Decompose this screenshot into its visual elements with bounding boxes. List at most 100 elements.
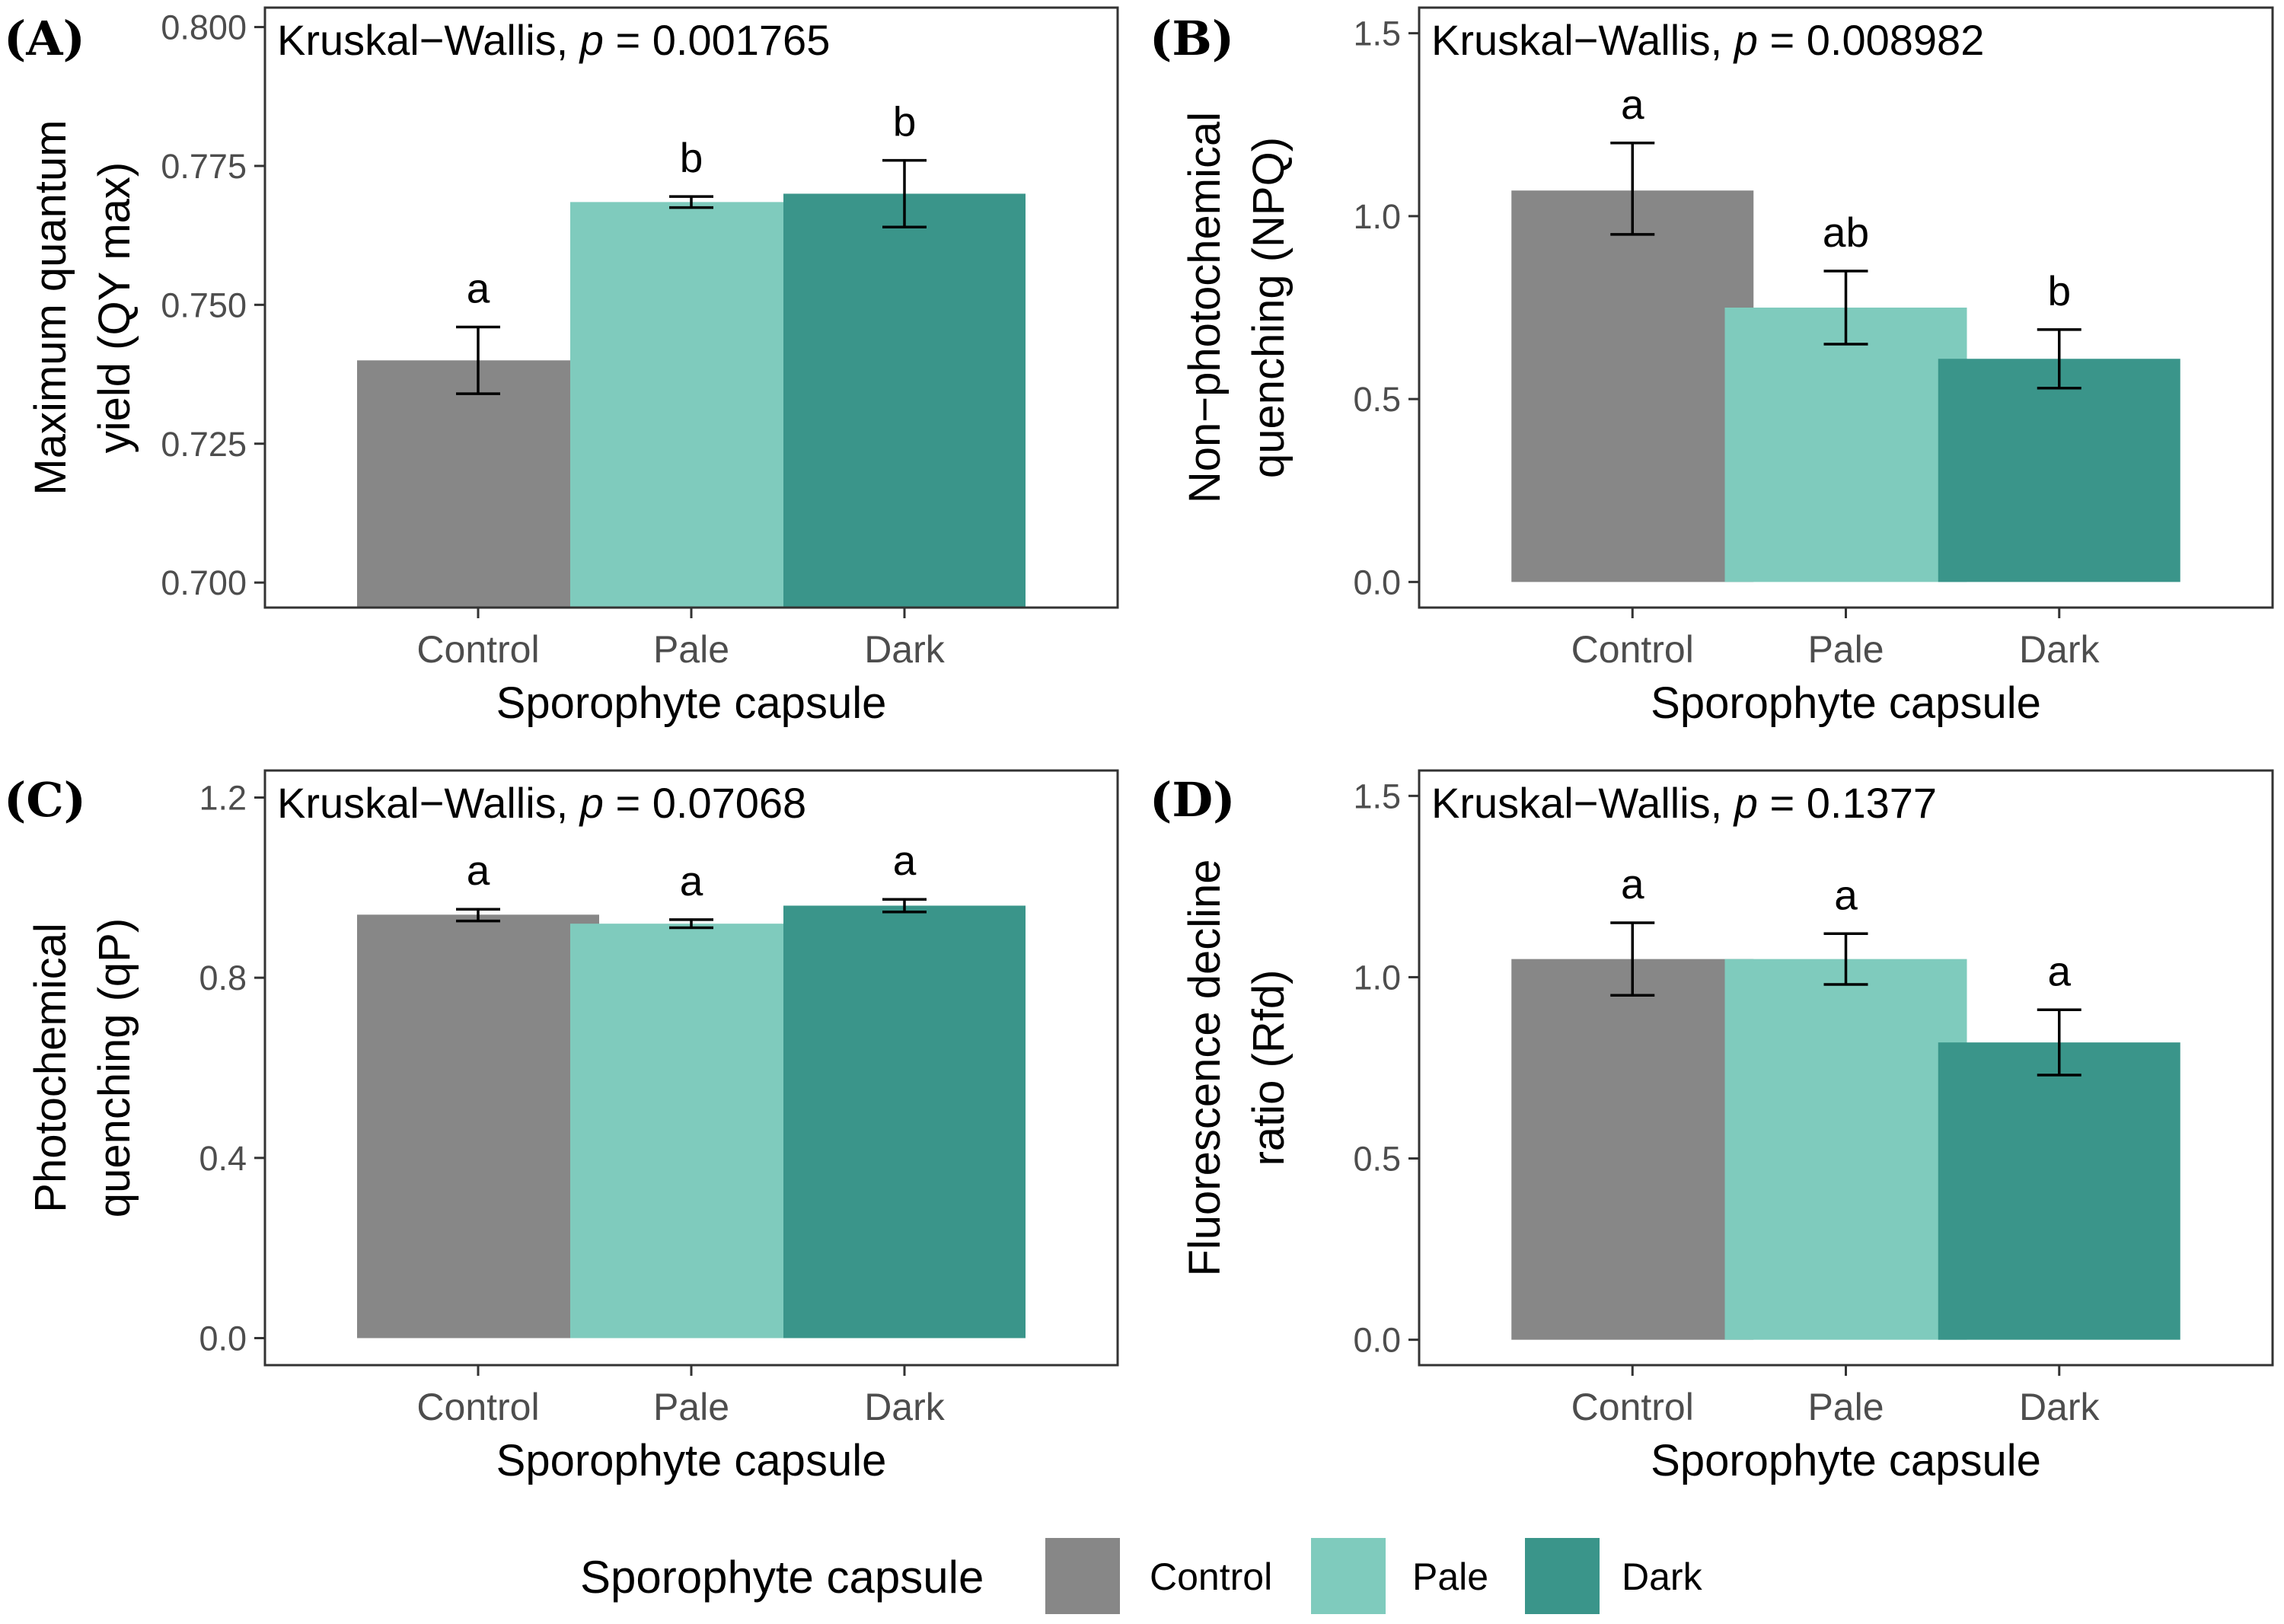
error-bar-control bbox=[456, 908, 500, 923]
legend-item-pale: Pale bbox=[1311, 1538, 1488, 1614]
error-bar-pale bbox=[669, 918, 713, 930]
significance-letter: a bbox=[893, 837, 917, 884]
error-bar-dark bbox=[882, 898, 927, 914]
chart-title: Kruskal−Wallis, p = 0.1377 bbox=[1431, 779, 1937, 827]
bar-dark bbox=[783, 193, 1026, 608]
y-tick-label: 1.5 bbox=[1353, 777, 1401, 815]
chart-title-prefix: Kruskal−Wallis, bbox=[277, 779, 580, 827]
chart-panel-c: (C) a a a Kruskal−Wallis, p = 0.07068 0.0 0.4 0… bbox=[4, 769, 1119, 1485]
error-bar-pale bbox=[1823, 270, 1868, 346]
error-bar-pale bbox=[1823, 932, 1868, 986]
x-axis-title: Sporophyte capsule bbox=[1651, 678, 2041, 728]
y-tick-label: 0.800 bbox=[161, 8, 247, 47]
panel-label: (D) bbox=[1150, 772, 1235, 828]
chart-panel-d: (D) a a a Kruskal−Wallis, p = 0.1377 0.0 0.5 1.… bbox=[1150, 769, 2274, 1485]
bar-dark bbox=[783, 905, 1026, 1338]
significance-letter: a bbox=[467, 847, 490, 894]
y-tick-label: 0.0 bbox=[1353, 563, 1401, 601]
y-tick-label: 1.2 bbox=[199, 779, 247, 818]
bar-dark bbox=[1938, 359, 2180, 582]
y-axis-title-line: Photochemical bbox=[26, 923, 75, 1212]
y-tick-label: 0.750 bbox=[161, 286, 247, 324]
bar-control bbox=[1511, 190, 1754, 582]
bar-control bbox=[1511, 959, 1754, 1340]
bar-control bbox=[357, 914, 599, 1338]
x-axis-title: Sporophyte capsule bbox=[1651, 1436, 2041, 1485]
x-tick-label: Pale bbox=[1807, 1386, 1884, 1428]
error-bar-control bbox=[1610, 921, 1655, 997]
x-tick-label: Dark bbox=[2019, 1386, 2101, 1428]
bar-pale bbox=[1724, 308, 1967, 582]
chart-title: Kruskal−Wallis, p = 0.001765 bbox=[277, 16, 830, 64]
x-tick-label: Control bbox=[1571, 628, 1694, 671]
chart-title-p: p bbox=[1733, 16, 1758, 64]
y-axis-title-line: ratio (Rfd) bbox=[1244, 970, 1294, 1166]
legend: Sporophyte capsule Control Pale Dark bbox=[580, 1538, 1703, 1614]
y-axis-title-line: Maximum quantum bbox=[26, 120, 75, 495]
chart-title-p: p bbox=[579, 16, 604, 64]
chart-panel-b: (B) a ab b Kruskal−Wallis, p = 0.008982 0.0 0.… bbox=[1150, 6, 2274, 728]
error-bar-dark bbox=[2037, 1008, 2081, 1077]
bar-pale bbox=[1724, 959, 1967, 1340]
x-tick-label: Control bbox=[416, 1386, 539, 1428]
significance-letter: a bbox=[467, 265, 490, 312]
x-tick-label: Pale bbox=[1807, 628, 1884, 671]
significance-letter: ab bbox=[1823, 209, 1869, 256]
chart-title: Kruskal−Wallis, p = 0.07068 bbox=[277, 779, 806, 827]
legend-label: Control bbox=[1150, 1555, 1272, 1598]
legend-swatch bbox=[1045, 1538, 1120, 1614]
y-tick-label: 0.775 bbox=[161, 147, 247, 186]
chart-title-value: = 0.008982 bbox=[1758, 16, 1984, 64]
x-tick-label: Dark bbox=[2019, 628, 2101, 671]
y-tick-label: 0.5 bbox=[1353, 1140, 1401, 1179]
significance-letter: a bbox=[680, 857, 703, 905]
significance-letter: b bbox=[2047, 267, 2071, 314]
chart-title-prefix: Kruskal−Wallis, bbox=[1431, 16, 1734, 64]
significance-letter: a bbox=[1621, 860, 1644, 908]
chart-title: Kruskal−Wallis, p = 0.008982 bbox=[1431, 16, 1984, 64]
x-axis-title: Sporophyte capsule bbox=[496, 1436, 887, 1485]
y-tick-label: 0.0 bbox=[199, 1319, 247, 1358]
y-axis-title-line: Fluorescence decline bbox=[1180, 859, 1230, 1276]
legend-item-control: Control bbox=[1045, 1538, 1272, 1614]
x-axis-title: Sporophyte capsule bbox=[496, 678, 887, 728]
x-tick-label: Dark bbox=[864, 628, 946, 671]
y-tick-label: 0.8 bbox=[199, 959, 247, 997]
y-tick-label: 1.0 bbox=[1353, 958, 1401, 997]
legend-title: Sporophyte capsule bbox=[580, 1552, 984, 1603]
chart-title-value: = 0.001765 bbox=[604, 16, 830, 64]
significance-letter: b bbox=[893, 98, 917, 145]
chart-title-value: = 0.07068 bbox=[604, 779, 806, 827]
y-tick-label: 1.5 bbox=[1353, 14, 1401, 53]
significance-letter: a bbox=[1621, 81, 1644, 128]
significance-letter: b bbox=[680, 134, 703, 181]
x-tick-label: Pale bbox=[653, 1386, 729, 1428]
x-tick-label: Control bbox=[416, 628, 539, 671]
bar-pale bbox=[570, 202, 812, 608]
error-bar-control bbox=[456, 325, 500, 395]
bar-dark bbox=[1938, 1042, 2180, 1340]
y-tick-label: 0.4 bbox=[199, 1139, 247, 1178]
y-tick-label: 0.700 bbox=[161, 563, 247, 602]
y-axis-title-line: yield (QY max) bbox=[90, 162, 139, 453]
chart-title-p: p bbox=[579, 779, 604, 827]
chart-title-value: = 0.1377 bbox=[1758, 779, 1937, 827]
legend-label: Pale bbox=[1412, 1555, 1488, 1598]
y-axis-title-line: quenching (NPQ) bbox=[1244, 137, 1294, 478]
legend-label: Dark bbox=[1622, 1555, 1703, 1598]
error-bar-control bbox=[1610, 142, 1655, 236]
chart-panel-a: (A) a b b Kruskal−Wallis, p = 0.001765 0.700 0… bbox=[4, 6, 1119, 728]
panel-label: (B) bbox=[1150, 11, 1234, 66]
x-tick-label: Dark bbox=[864, 1386, 946, 1428]
bar-control bbox=[357, 360, 599, 608]
chart-title-prefix: Kruskal−Wallis, bbox=[1431, 779, 1734, 827]
chart-title-p: p bbox=[1733, 779, 1758, 827]
x-tick-label: Pale bbox=[653, 628, 729, 671]
error-bar-dark bbox=[2037, 328, 2081, 390]
y-tick-label: 0.725 bbox=[161, 425, 247, 464]
legend-swatch bbox=[1311, 1538, 1386, 1614]
significance-letter: a bbox=[1834, 871, 1858, 918]
y-axis-title-line: Non−photochemical bbox=[1180, 112, 1230, 503]
error-bar-pale bbox=[669, 195, 713, 209]
